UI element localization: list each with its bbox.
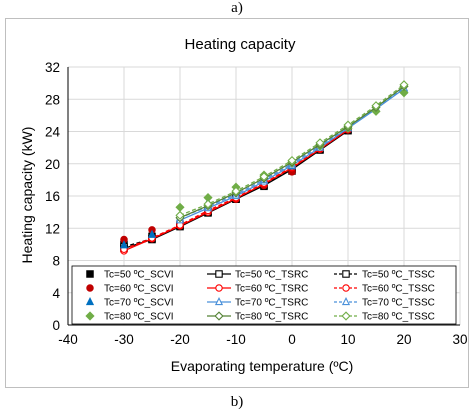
series-line xyxy=(123,128,349,250)
legend-label: Tc=70 ºC_SCVI xyxy=(104,298,174,309)
data-point xyxy=(203,199,213,209)
legend-marker xyxy=(85,311,95,321)
data-point xyxy=(175,202,185,212)
x-tick-label: 0 xyxy=(288,332,296,347)
legend-marker xyxy=(214,296,224,306)
legend-item: Tc=70 ºC_TSSC xyxy=(334,296,435,309)
legend-item: Tc=50 ºC_SCVI xyxy=(86,270,174,281)
legend-item: Tc=80 ºC_SCVI xyxy=(85,311,174,323)
axes: -40 -30 -20 -10 0 10 20 30 0 4 8 12 16 20 24 28 32 xyxy=(45,60,468,347)
y-tick-label: 16 xyxy=(45,189,60,204)
legend-label: Tc=80 ºC_SCVI xyxy=(104,312,174,323)
x-tick-label: 20 xyxy=(396,332,411,347)
y-tick-label: 8 xyxy=(52,254,60,269)
legend-label: Tc=80 ºC_TSRC xyxy=(235,312,308,323)
legend-label: Tc=70 ºC_TSSC xyxy=(362,298,435,309)
data-point xyxy=(147,229,157,238)
figure-caption-bottom: b) xyxy=(230,394,244,410)
legend-item: Tc=50 ºC_TSRC xyxy=(207,270,308,281)
data-point xyxy=(343,120,353,130)
x-axis-label: Evaporating temperature (ºC) xyxy=(171,358,354,374)
legend-item: Tc=60 ºC_SCVI xyxy=(86,284,174,295)
legend-item: Tc=80 ºC_TSRC xyxy=(207,311,308,323)
y-tick-label: 4 xyxy=(52,286,60,301)
legend-label: Tc=60 ºC_TSRC xyxy=(235,284,308,295)
legend-item: Tc=70 ºC_TSRC xyxy=(207,296,308,309)
legend-marker xyxy=(215,270,223,278)
legend-label: Tc=60 ºC_SCVI xyxy=(104,284,174,295)
chart-title: Heating capacity xyxy=(185,36,296,53)
figure-caption-top: a) xyxy=(231,0,243,16)
legend-label: Tc=50 ºC_TSSC xyxy=(362,270,435,281)
x-tick-label: -20 xyxy=(170,332,190,347)
data-point xyxy=(231,186,241,196)
legend-marker xyxy=(341,311,351,321)
legend-label: Tc=50 ºC_TSRC xyxy=(235,270,308,281)
x-tick-label: 30 xyxy=(452,332,467,347)
data-point xyxy=(175,210,185,220)
x-tick-label: -40 xyxy=(58,332,78,347)
legend-item: Tc=60 ºC_TSRC xyxy=(207,284,308,295)
data-point xyxy=(287,155,297,166)
x-tick-label: -30 xyxy=(114,332,134,347)
x-tick-label: 10 xyxy=(340,332,355,347)
legend-item: Tc=60 ºC_TSSC xyxy=(334,284,435,295)
x-tick-label: -10 xyxy=(226,332,246,347)
legend-label: Tc=70 ºC_TSRC xyxy=(235,298,308,309)
legend-marker xyxy=(85,296,95,306)
y-tick-label: 0 xyxy=(52,318,60,333)
y-tick-label: 20 xyxy=(45,157,60,172)
series-layer xyxy=(119,80,409,255)
y-tick-label: 12 xyxy=(45,221,60,236)
legend-marker xyxy=(342,284,350,292)
legend-marker xyxy=(86,284,94,292)
legend-item: Tc=80 ºC_TSSC xyxy=(334,311,435,323)
y-tick-label: 32 xyxy=(45,60,60,75)
data-point xyxy=(399,88,409,98)
data-point xyxy=(119,240,129,249)
legend: Tc=50 ºC_SCVI Tc=50 ºC_TSRC Tc=50 ºC_TSSC T… xyxy=(71,265,457,325)
legend-label: Tc=80 ºC_TSSC xyxy=(362,312,435,323)
legend-marker xyxy=(214,311,224,321)
legend-marker xyxy=(215,284,223,292)
data-point xyxy=(315,138,325,148)
legend-label: Tc=50 ºC_SCVI xyxy=(104,270,174,281)
legend-marker xyxy=(341,296,351,306)
legend-item: Tc=70 ºC_SCVI xyxy=(85,296,174,309)
data-point xyxy=(399,80,409,90)
data-point xyxy=(371,101,381,111)
legend-label: Tc=60 ºC_TSSC xyxy=(362,284,435,295)
legend-marker xyxy=(86,270,94,278)
chart-frame xyxy=(5,18,469,388)
series-11 xyxy=(175,80,409,220)
legend-item: Tc=50 ºC_TSSC xyxy=(334,270,435,281)
y-tick-label: 28 xyxy=(45,92,60,107)
y-tick-label: 24 xyxy=(45,125,61,140)
data-point xyxy=(259,172,269,182)
legend-marker xyxy=(342,270,350,278)
y-axis-label: Heating capacity (kW) xyxy=(19,127,35,264)
legend-box xyxy=(71,265,457,325)
